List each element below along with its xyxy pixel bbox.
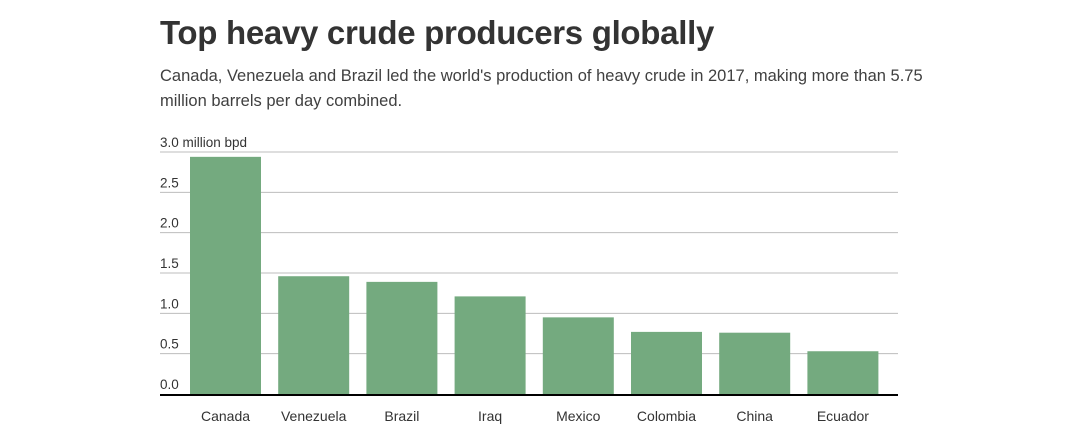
y-tick-label: 2.0 (160, 216, 179, 231)
y-tick-label: 1.0 (160, 296, 179, 311)
x-category-label: Colombia (637, 408, 696, 424)
bar (719, 332, 791, 394)
y-tick-label: 3.0 million bpd (160, 135, 247, 150)
bar (278, 276, 350, 394)
y-tick-label: 2.5 (160, 175, 179, 190)
bar (542, 317, 614, 394)
x-category-label: Canada (201, 408, 250, 424)
x-category-label: Mexico (556, 408, 601, 424)
y-tick-label: 0.0 (160, 377, 179, 392)
x-category-label: Brazil (384, 408, 419, 424)
bar (190, 156, 261, 394)
x-category-label: Iraq (478, 408, 502, 424)
bar (807, 351, 879, 394)
chart-title: Top heavy crude producers globally (160, 14, 714, 51)
bar (366, 281, 438, 394)
bar (631, 331, 702, 394)
bar (454, 296, 526, 394)
y-tick-label: 1.5 (160, 256, 179, 271)
x-category-label: Venezuela (281, 408, 347, 424)
chart-subtitle: Canada, Venezuela and Brazil led the wor… (160, 67, 923, 110)
x-category-label: China (736, 408, 773, 424)
y-tick-label: 0.5 (160, 337, 179, 352)
x-category-label: Ecuador (817, 408, 869, 424)
